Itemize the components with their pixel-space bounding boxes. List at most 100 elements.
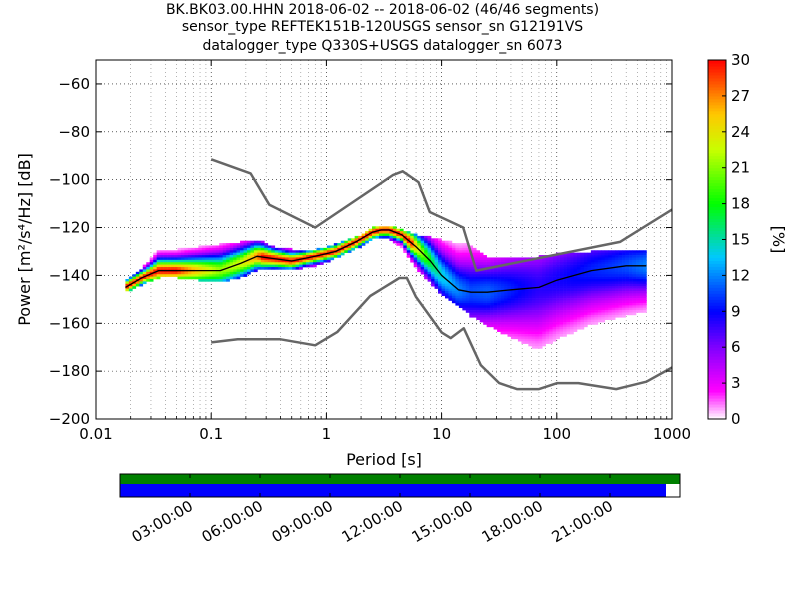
heatmap-cell [573, 264, 578, 268]
heatmap-cell [608, 257, 613, 261]
heatmap-cell [479, 259, 484, 263]
colorbar-segment [708, 260, 726, 264]
heatmap-cell [587, 288, 592, 292]
heatmap-cell [469, 293, 474, 297]
heatmap-cell [441, 259, 446, 263]
heatmap-cell [385, 226, 390, 230]
heatmap-cell [535, 312, 540, 316]
heatmap-cell [226, 247, 230, 251]
heatmap-cell [580, 262, 585, 265]
nlnm-line [211, 276, 673, 391]
heatmap-cell [476, 252, 481, 256]
heatmap-cell [521, 331, 526, 335]
heatmap-cell [552, 259, 557, 263]
heatmap-cell [535, 322, 540, 325]
colorbar-segment [708, 98, 726, 103]
heatmap-cell [281, 255, 286, 258]
heatmap-cell [538, 324, 543, 328]
heatmap-cell [594, 295, 599, 299]
heatmap-cell [462, 250, 467, 253]
heatmap-cell [583, 314, 588, 318]
heatmap-cell [222, 245, 227, 249]
heatmap-cell [611, 305, 616, 309]
heatmap-cell [361, 233, 366, 237]
heatmap-cell [180, 274, 185, 277]
heatmap-cell [413, 262, 418, 265]
heatmap-cell [510, 276, 515, 280]
heatmap-cell [517, 336, 522, 340]
heatmap-cell [180, 247, 185, 251]
heatmap-cell [576, 252, 581, 256]
heatmap-cell [545, 288, 550, 292]
heatmap-cell [535, 336, 540, 340]
heatmap-cell [490, 305, 494, 309]
heatmap-cell [382, 235, 387, 239]
heatmap-cell [542, 307, 547, 311]
heatmap-cell [573, 326, 578, 330]
heatmap-cell [510, 302, 515, 306]
heatmap-cell [576, 278, 581, 282]
heatmap-cell [271, 259, 276, 263]
heatmap-cell [271, 247, 276, 251]
heatmap-cell [476, 310, 481, 313]
heatmap-cell [413, 240, 418, 244]
heatmap-cell [465, 255, 470, 258]
heatmap-cell [267, 259, 272, 263]
heatmap-cell [479, 298, 484, 301]
heatmap-cell [476, 257, 481, 261]
heatmap-cell [538, 310, 543, 313]
heatmap-cell [632, 283, 637, 287]
heatmap-cell [608, 286, 613, 289]
heatmap-cell [601, 274, 606, 277]
heatmap-cell [639, 250, 644, 253]
heatmap-cell [424, 240, 428, 244]
heatmap-cell [622, 281, 626, 285]
heatmap-cell [545, 298, 550, 301]
heatmap-cell [517, 283, 522, 287]
heatmap-cell [184, 271, 189, 275]
heatmap-cell [236, 264, 241, 268]
heatmap-cell [528, 310, 533, 313]
heatmap-cell [285, 252, 289, 256]
heatmap-cell [392, 240, 397, 244]
heatmap-cell [462, 245, 467, 249]
heatmap-cell [295, 262, 300, 265]
heatmap-cell [326, 250, 331, 253]
heatmap-cell [615, 255, 619, 258]
heatmap-cell [444, 257, 449, 261]
heatmap-cell [253, 247, 258, 251]
heatmap-cell [545, 319, 550, 323]
heatmap-cell [531, 331, 536, 335]
heatmap-cell [396, 243, 401, 246]
heatmap-cell [288, 255, 293, 258]
heatmap-cell [302, 264, 307, 268]
heatmap-cell [549, 295, 553, 299]
heatmap-cell [233, 257, 237, 261]
heatmap-cell [299, 262, 303, 265]
heatmap-cell [535, 300, 540, 304]
heatmap-cell [573, 288, 578, 292]
heatmap-cell [625, 271, 630, 275]
heatmap-cell [472, 250, 477, 253]
heatmap-cell [264, 252, 269, 256]
heatmap-cell [441, 288, 446, 292]
heatmap-cell [563, 310, 567, 313]
heatmap-cell [507, 295, 512, 299]
heatmap-cell [451, 255, 456, 258]
heatmap-cell [594, 264, 599, 268]
heatmap-cell [601, 312, 606, 316]
heatmap-cell [545, 312, 550, 316]
heatmap-cell [521, 269, 526, 273]
heatmap-cell [226, 276, 230, 280]
heatmap-cell [472, 283, 477, 287]
heatmap-cell [458, 262, 463, 265]
heatmap-cell [479, 278, 484, 282]
heatmap-cell [556, 300, 560, 304]
heatmap-cell [510, 283, 515, 287]
heatmap-cell [243, 252, 248, 256]
heatmap-cell [517, 257, 522, 261]
heatmap-cell [438, 276, 442, 280]
heatmap-cell [476, 298, 481, 301]
heatmap-cell [524, 262, 529, 265]
heatmap-cell [531, 317, 536, 320]
